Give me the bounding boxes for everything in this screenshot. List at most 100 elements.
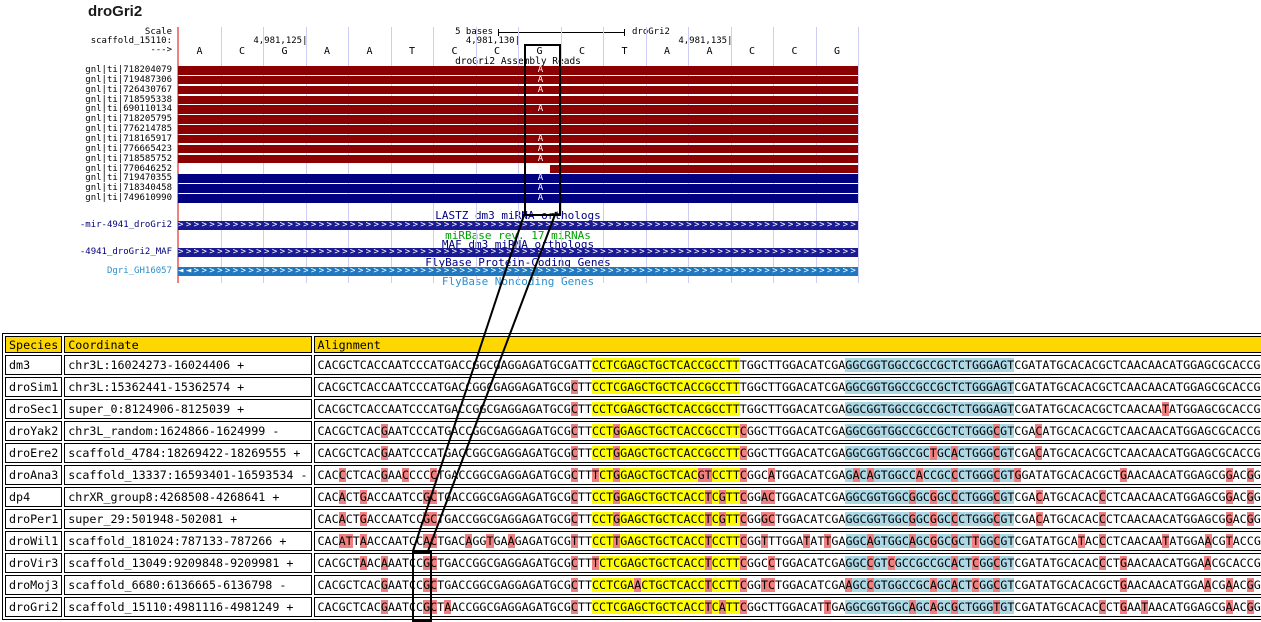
read-mismatch-base: A — [537, 133, 544, 144]
sequence-base: ACCAATCC — [366, 490, 424, 504]
mismatch-base: C — [570, 512, 578, 526]
species-cell: droEre2 — [5, 443, 63, 463]
read-row[interactable]: A — [178, 174, 858, 183]
mirna-region-base: CCTT — [711, 556, 740, 570]
mismatch-base: A — [866, 468, 874, 482]
read-row[interactable] — [550, 164, 858, 173]
mirna-region-base: TT — [725, 600, 740, 614]
star-region-base: GGC — [845, 556, 867, 570]
species-cell: droGri2 — [5, 597, 63, 617]
sequence-base: GG — [746, 534, 762, 548]
star-region-base: GGCGGTGGCCGC — [845, 446, 930, 460]
sequence-base: G — [1253, 490, 1261, 504]
item-label-mir4941[interactable]: -mir-4941_droGri2 — [79, 220, 172, 230]
mismatch-base: T — [993, 600, 1001, 614]
scale-assembly-label: droGri2 — [632, 27, 670, 37]
read-row[interactable] — [178, 115, 858, 124]
sequence-base: GGCTTGGACAT — [746, 600, 825, 614]
mismatch-base: T — [570, 534, 578, 548]
sequence-base: AC — [1232, 512, 1247, 526]
species-cell: dm3 — [5, 355, 63, 375]
sequence-base: T — [352, 534, 360, 548]
alignment-sequence-cell: CACGCTCACGAATCCGCTGACCGGCGAGGAGATGCGCTTC… — [313, 575, 1261, 595]
read-row[interactable]: A — [178, 154, 858, 164]
sequence-base: GGCTTGGACATCGA — [746, 446, 846, 460]
sequence-base: TGGACATCGA — [775, 556, 846, 570]
read-name: gnl|ti|776665423 — [85, 143, 172, 154]
star-region-base: CTGGG — [958, 490, 994, 504]
track-bar-dgri-gene[interactable]: ◄◄>>>>>>>>>>>>>>>>>>>>>>>>>>>>>>>>>>>>>>… — [178, 267, 858, 276]
read-row[interactable]: A — [178, 76, 858, 85]
sequence-base: TT — [577, 556, 593, 570]
sequence-base: CGATATGCACAC — [1014, 556, 1099, 570]
read-row[interactable]: A — [178, 135, 858, 144]
mirna-region-base: CCTCGA — [592, 578, 635, 592]
mismatch-base: G — [1225, 490, 1233, 504]
read-row[interactable] — [178, 95, 858, 105]
read-row[interactable]: A — [178, 194, 858, 203]
alignment-row-droWil1: droWil1 scaffold_181024:787133-787266 + CA… — [5, 531, 1261, 551]
item-label-dgri-gene[interactable]: Dgri_GH16057 — [106, 266, 172, 276]
sequence-base: CGATATGCACACGCTCAACAA — [1014, 402, 1162, 416]
mismatch-base: C — [951, 490, 959, 504]
alignment-row-droGri2: droGri2 scaffold_15110:4981116-4981249 + C… — [5, 597, 1261, 617]
sequence-base: TT — [577, 446, 592, 460]
mismatch-base: G — [1246, 490, 1254, 504]
star-region-base: GC — [936, 446, 951, 460]
mismatch-base: C — [993, 468, 1001, 482]
mismatch-base: C — [887, 556, 895, 570]
mismatch-base: G — [718, 512, 726, 526]
star-region-base: GC — [936, 512, 952, 526]
mismatch-base: G — [718, 490, 726, 504]
track-bar-mir4941-maf[interactable]: >>>>>>>>>>>>>>>>>>>>>>>>>>>>>>>>>>>>>>>>… — [178, 248, 858, 257]
sequence-base: CTCAACAACATGGAGCG — [1105, 490, 1226, 504]
coordinate-cell: chrXR_group8:4268508-4268641 + — [64, 487, 312, 507]
species-cell: droYak2 — [5, 421, 63, 441]
star-region-base: GGCGGTGGC — [845, 512, 909, 526]
read-name: gnl|ti|718165917 — [85, 133, 172, 144]
zoom-highlight-box-table — [412, 551, 432, 622]
sequence-base: AACATGGAGCG — [1148, 600, 1226, 614]
mismatch-base: C — [739, 556, 747, 570]
track-bar-mir4941[interactable]: >>>>>>>>>>>>>>>>>>>>>>>>>>>>>>>>>>>>>>>>… — [178, 221, 858, 230]
item-label-mir4941-maf[interactable]: -4941_droGri2_MAF — [79, 247, 172, 257]
read-mismatch-base: A — [537, 65, 544, 75]
mismatch-base: G — [1225, 468, 1233, 482]
read-row[interactable]: A — [178, 105, 858, 114]
mismatch-base: C — [1035, 512, 1043, 526]
mismatch-base: G — [613, 424, 621, 438]
read-name: gnl|ti|776214785 — [85, 124, 172, 135]
sequence-base: AACAACATGGAGCG — [1127, 468, 1226, 482]
mirna-region-base: C — [711, 600, 719, 614]
sequence-base: TGGCTTGGACATCGA — [739, 358, 846, 372]
read-row[interactable]: A — [178, 66, 858, 75]
scale-bracket-line — [498, 32, 625, 33]
alignment-row-droAna3: droAna3 scaffold_13337:16593401-16593534 … — [5, 465, 1261, 485]
mismatch-base: AT — [338, 534, 353, 548]
read-row[interactable] — [178, 125, 858, 134]
mismatch-base: A — [908, 600, 916, 614]
read-row[interactable]: A — [178, 145, 858, 154]
read-row[interactable]: A — [178, 184, 858, 193]
mismatch-base: C — [951, 468, 959, 482]
coordinate-cell: super_29:501948-502081 + — [64, 509, 312, 529]
mismatch-base: G — [1246, 468, 1254, 482]
mismatch-base: A — [951, 556, 959, 570]
mirna-region-base: CCTCGAGCTGCTCACC — [592, 600, 705, 614]
mismatch-base: C — [1098, 556, 1106, 570]
reference-base: T — [621, 46, 628, 57]
alignment-row-droVir3: droVir3 scaffold_13049:9209848-9209981 + C… — [5, 553, 1261, 573]
alignment-row-droYak2: droYak2 chr3L_random:1624866-1624999 - CAC… — [5, 421, 1261, 441]
mismatch-base: T — [824, 600, 832, 614]
mismatch-base: GT — [697, 468, 712, 482]
mismatch-base: C — [866, 556, 874, 570]
alignment-sequence-cell: CACGCTCACGAATCCCATGACCGGCGAGGAGATGCGCTTC… — [313, 421, 1261, 441]
scale-value: 5 bases — [455, 27, 493, 37]
sequence-base: TT — [577, 600, 593, 614]
mismatch-base: G — [929, 490, 937, 504]
coordinate-cell: scaffold_6680:6136665-6136798 - — [64, 575, 312, 595]
sequence-base: TT — [577, 534, 593, 548]
read-row[interactable]: A — [178, 85, 858, 95]
reference-base: C — [748, 46, 756, 57]
